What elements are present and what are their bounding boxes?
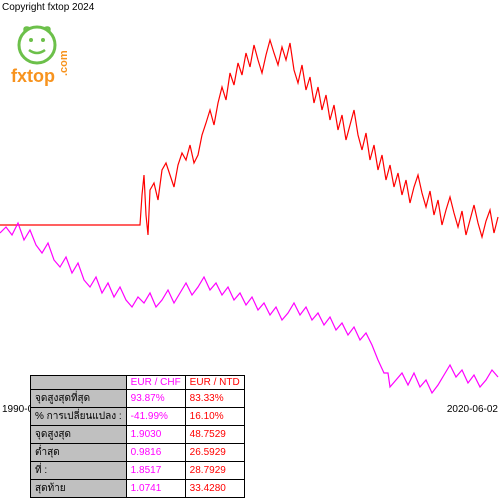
chart-canvas [0,15,500,415]
cell: 83.33% [185,390,244,408]
row-label: ต่ำสุด [31,444,127,462]
cell: 28.7929 [185,462,244,480]
cell: 26.5929 [185,444,244,462]
cell: 1.9030 [126,426,185,444]
cell: -41.99% [126,408,185,426]
cell: 16.10% [185,408,244,426]
row-label: % การเปลี่ยนแปลง : [31,408,127,426]
cell: 33.4280 [185,480,244,498]
series-eur-chf [0,40,498,237]
col-header-1: EUR / CHF [126,376,185,390]
series-eur-ntd [0,223,498,393]
x-axis-end: 2020-06-02 [447,404,498,415]
cell: 1.8517 [126,462,185,480]
stats-table: EUR / CHF EUR / NTD จุดสูงสุดที่สุด93.87… [30,375,245,498]
row-label: สุดท้าย [31,480,127,498]
cell: 1.0741 [126,480,185,498]
row-label: จุดสูงสุดที่สุด [31,390,127,408]
cell: 0.9816 [126,444,185,462]
copyright-text: Copyright fxtop 2024 [2,2,94,13]
col-header-2: EUR / NTD [185,376,244,390]
cell: 48.7529 [185,426,244,444]
row-label: ที่ : [31,462,127,480]
row-label: จุดสูงสุด [31,426,127,444]
cell: 93.87% [126,390,185,408]
table-corner [31,376,127,390]
